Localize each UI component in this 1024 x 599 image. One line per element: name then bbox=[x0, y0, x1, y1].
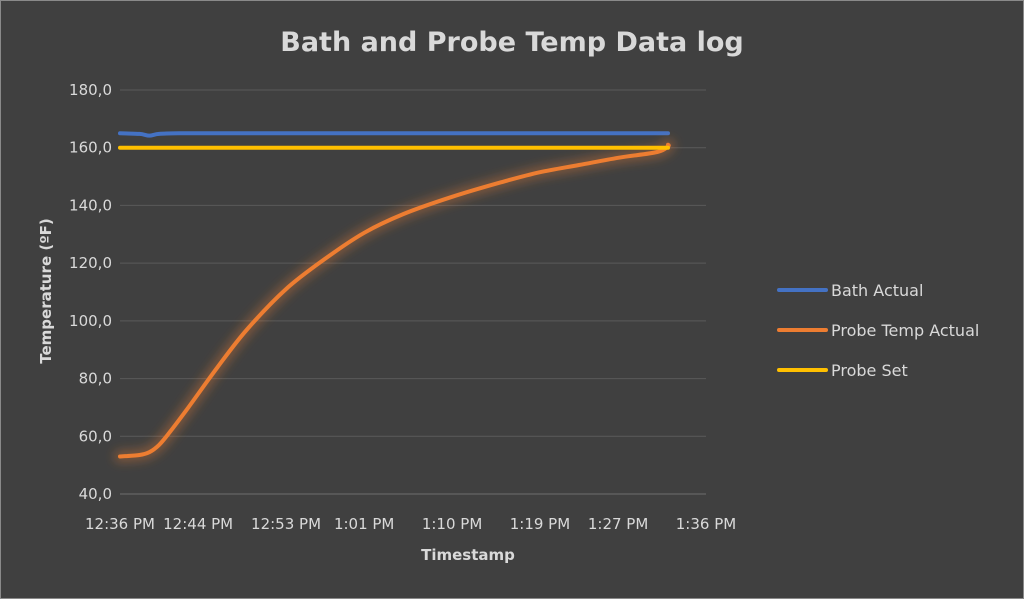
y-tick-label: 100,0 bbox=[69, 312, 112, 330]
x-axis-title: Timestamp bbox=[421, 546, 515, 564]
series-line-probe-temp-actual bbox=[118, 142, 671, 459]
legend-label-probe-temp-actual: Probe Temp Actual bbox=[831, 321, 979, 340]
x-tick-label: 1:10 PM bbox=[422, 515, 482, 533]
series-glow-probe-temp-actual bbox=[114, 138, 675, 463]
x-tick-label: 12:36 PM bbox=[85, 515, 155, 533]
y-tick-label: 80,0 bbox=[79, 370, 112, 388]
y-axis-title: Temperature (ºF) bbox=[37, 218, 55, 364]
x-tick-label: 1:36 PM bbox=[676, 515, 736, 533]
x-tick-label: 12:44 PM bbox=[163, 515, 233, 533]
x-tick-label: 1:27 PM bbox=[588, 515, 648, 533]
y-tick-label: 60,0 bbox=[79, 427, 112, 445]
y-axis-ticks: 40,0 60,0 80,0 100,0 120,0 140,0 160,0 180,0 bbox=[69, 81, 112, 503]
legend-label-bath-actual: Bath Actual bbox=[831, 281, 923, 300]
x-tick-label: 1:01 PM bbox=[334, 515, 394, 533]
legend-label-probe-set: Probe Set bbox=[831, 361, 908, 380]
y-tick-label: 180,0 bbox=[69, 81, 112, 99]
y-tick-label: 140,0 bbox=[69, 196, 112, 214]
legend: Bath Actual Probe Temp Actual Probe Set bbox=[777, 281, 979, 380]
x-tick-label: 1:19 PM bbox=[510, 515, 570, 533]
y-tick-label: 160,0 bbox=[69, 139, 112, 157]
y-tick-label: 120,0 bbox=[69, 254, 112, 272]
y-tick-label: 40,0 bbox=[79, 485, 112, 503]
series-line-bath-actual bbox=[118, 131, 670, 138]
x-axis-ticks: 12:36 PM 12:44 PM 12:53 PM 1:01 PM 1:10 PM 1:… bbox=[85, 515, 736, 533]
plot-series bbox=[114, 131, 675, 463]
x-tick-label: 12:53 PM bbox=[251, 515, 321, 533]
chart-title: Bath and Probe Temp Data log bbox=[280, 27, 743, 58]
